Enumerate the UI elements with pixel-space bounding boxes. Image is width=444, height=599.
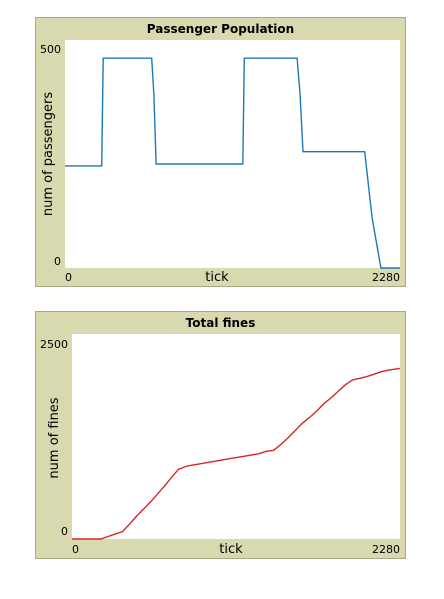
x-max-tick-label: 2280 — [372, 271, 400, 284]
plot-passenger-population: Passenger Population 500 0 0 2280 tick n… — [35, 17, 406, 287]
series-line — [65, 57, 400, 269]
y-min-tick-label: 0 — [61, 525, 68, 538]
chart-svg: 500 0 0 2280 tick num of passengers — [40, 40, 400, 285]
plot-title: Passenger Population — [146, 22, 295, 36]
chart-svg: 2500 0 0 2280 tick num of fines — [40, 334, 401, 557]
y-axis-label: num of passengers — [41, 92, 56, 217]
y-axis-label: num of fines — [47, 397, 62, 478]
x-axis-label: tick — [219, 542, 243, 557]
x-min-tick-label: 0 — [65, 271, 72, 284]
y-min-tick-label: 0 — [54, 255, 61, 268]
plot-title: Total fines — [185, 316, 256, 330]
plot-total-fines: Total fines 2500 0 0 2280 tick num of fi… — [35, 311, 406, 559]
x-max-tick-label: 2280 — [372, 543, 400, 556]
y-max-tick-label: 500 — [40, 43, 61, 56]
y-max-tick-label: 2500 — [40, 338, 68, 351]
plot-area — [72, 334, 400, 539]
x-axis-label: tick — [205, 270, 229, 285]
x-min-tick-label: 0 — [72, 543, 79, 556]
series-line — [72, 367, 401, 540]
plot-area — [65, 40, 400, 268]
